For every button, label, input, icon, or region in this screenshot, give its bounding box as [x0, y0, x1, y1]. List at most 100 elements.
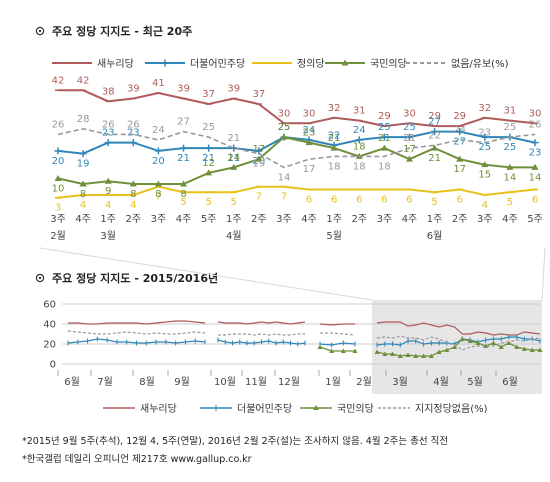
top-value-label-saenuri: 31	[504, 106, 517, 117]
top-value-label-justice: 4	[130, 200, 136, 211]
top-value-label-none: 26	[127, 119, 140, 130]
top-value-label-justice: 6	[356, 194, 362, 205]
top-point-people	[431, 144, 439, 151]
top-value-label-minjoo: 21	[202, 153, 215, 164]
top-point-minjoo	[104, 139, 112, 147]
top-x-tick-label: 3주	[50, 214, 66, 225]
bottom-x-month-label: 7월	[97, 376, 113, 388]
bottom-series-none	[67, 330, 541, 351]
top-value-label-saenuri: 38	[102, 86, 115, 97]
top-value-label-saenuri: 41	[152, 78, 165, 89]
bottom-point-people	[340, 348, 346, 353]
top-x-tick-label: 3주	[276, 214, 292, 225]
top-x-month-label: 5월	[326, 230, 342, 242]
top-value-label-minjoo: 25	[278, 122, 291, 133]
top-value-label-justice: 4	[482, 200, 488, 211]
top-value-label-justice: 5	[205, 197, 211, 208]
top-value-label-none: 25	[202, 122, 215, 133]
bottom-point-people	[421, 353, 427, 358]
bottom-point-people	[374, 349, 380, 354]
top-value-label-saenuri: 30	[278, 108, 291, 119]
bottom-series-people	[317, 336, 543, 358]
top-point-people	[104, 177, 112, 184]
top-value-label-minjoo: 23	[127, 128, 140, 139]
top-point-people	[154, 180, 162, 187]
bottom-y-tick-label: 0	[50, 360, 56, 371]
top-value-label-justice: 7	[256, 192, 262, 203]
top-value-label-people: 21	[378, 133, 391, 144]
bottom-point-people	[514, 344, 520, 349]
top-chart-legend: 새누리당 더불어민주당 정의당 국민의당 없음/유보(%)	[52, 57, 509, 70]
top-value-label-minjoo: 24	[303, 125, 316, 136]
top-value-label-none: 28	[77, 114, 90, 125]
top-value-label-saenuri: 37	[252, 89, 265, 100]
bottom-y-tick-label: 40	[43, 320, 56, 331]
top-value-label-none: 21	[403, 133, 416, 144]
top-value-label-none: 26	[52, 119, 65, 130]
bottom-point-people	[483, 343, 489, 348]
top-legend-item: 더불어민주당	[145, 58, 245, 70]
bottom-series-line-none	[218, 333, 305, 336]
top-point-people	[405, 155, 413, 162]
top-point-people	[380, 144, 388, 151]
bottom-x-month-label: 1월	[325, 376, 341, 388]
top-value-label-justice: 6	[331, 194, 337, 205]
bottom-chart-title: 주요 정당 지지도 - 2015/2016년	[35, 271, 218, 285]
bottom-series-line-none	[376, 335, 541, 351]
bottom-x-month-label: 2월	[356, 376, 372, 388]
top-x-tick-label: 2주	[251, 214, 267, 225]
top-value-label-saenuri: 29	[428, 111, 441, 122]
top-value-label-saenuri: 37	[202, 89, 215, 100]
top-value-label-people: 21	[328, 133, 341, 144]
top-point-people	[180, 180, 188, 187]
top-value-label-minjoo: 21	[177, 153, 190, 164]
bottom-point-people	[529, 347, 535, 352]
top-value-label-people: 17	[403, 144, 416, 155]
top-point-minjoo	[456, 128, 464, 136]
top-legend-label: 국민의당	[370, 58, 407, 70]
top-chart-title-text: 주요 정당 지지도 - 최근 20주	[52, 24, 192, 38]
bottom-y-tick-label: 20	[43, 340, 56, 351]
top-value-label-justice: 3	[55, 203, 61, 214]
top-x-tick-label: 2주	[452, 214, 468, 225]
bottom-x-month-label: 10월	[214, 376, 236, 388]
top-legend-item: 국민의당	[325, 58, 407, 70]
top-point-people	[54, 174, 62, 181]
top-point-people	[305, 139, 313, 146]
top-x-tick-label: 5주	[201, 214, 217, 225]
top-value-label-none: 19	[252, 159, 265, 170]
top-value-label-justice: 5	[231, 197, 237, 208]
bottom-point-people	[521, 346, 527, 351]
top-value-label-minjoo: 24	[353, 125, 366, 136]
top-x-tick-label: 1주	[326, 214, 342, 225]
top-value-label-saenuri: 39	[127, 84, 140, 95]
top-legend-item: 정의당	[252, 58, 325, 70]
top-value-label-none: 26	[529, 119, 542, 130]
top-x-month-label: 3월	[100, 230, 116, 242]
top-value-label-minjoo: 27	[453, 137, 466, 148]
bottom-point-people	[452, 344, 458, 349]
bottom-legend-marker	[313, 405, 319, 410]
bottom-x-month-label: 5월	[467, 376, 483, 388]
bottom-x-month-label: 4월	[433, 376, 449, 388]
bottom-x-month-label: 11월	[245, 376, 267, 388]
top-value-label-none: 22	[428, 130, 441, 141]
top-value-label-none: 27	[177, 117, 190, 128]
bottom-series-line-people	[376, 338, 540, 357]
top-series-line-minjoo	[57, 130, 536, 155]
bottom-line-chart: 0 20 40 60 6월 7월 8월 9월 10월 11월 12월 1월 2월 3월 4월 5월 6월	[39, 247, 546, 394]
bottom-legend-item: 지지정당없음(%)	[378, 402, 488, 415]
top-point-people	[531, 163, 539, 170]
top-point-minjoo	[255, 147, 263, 155]
top-legend-item: 새누리당	[52, 58, 134, 70]
top-value-label-none: 25	[504, 122, 517, 133]
bottom-series-line-none	[67, 330, 206, 335]
top-value-label-minjoo: 27	[428, 117, 441, 128]
top-value-label-none: 18	[353, 161, 366, 172]
bottom-x-month-label: 8월	[139, 376, 155, 388]
top-value-label-saenuri: 42	[77, 75, 90, 86]
top-value-label-justice: 4	[105, 200, 111, 211]
bottom-series-line-none	[320, 332, 356, 336]
bottom-point-people	[405, 352, 411, 357]
